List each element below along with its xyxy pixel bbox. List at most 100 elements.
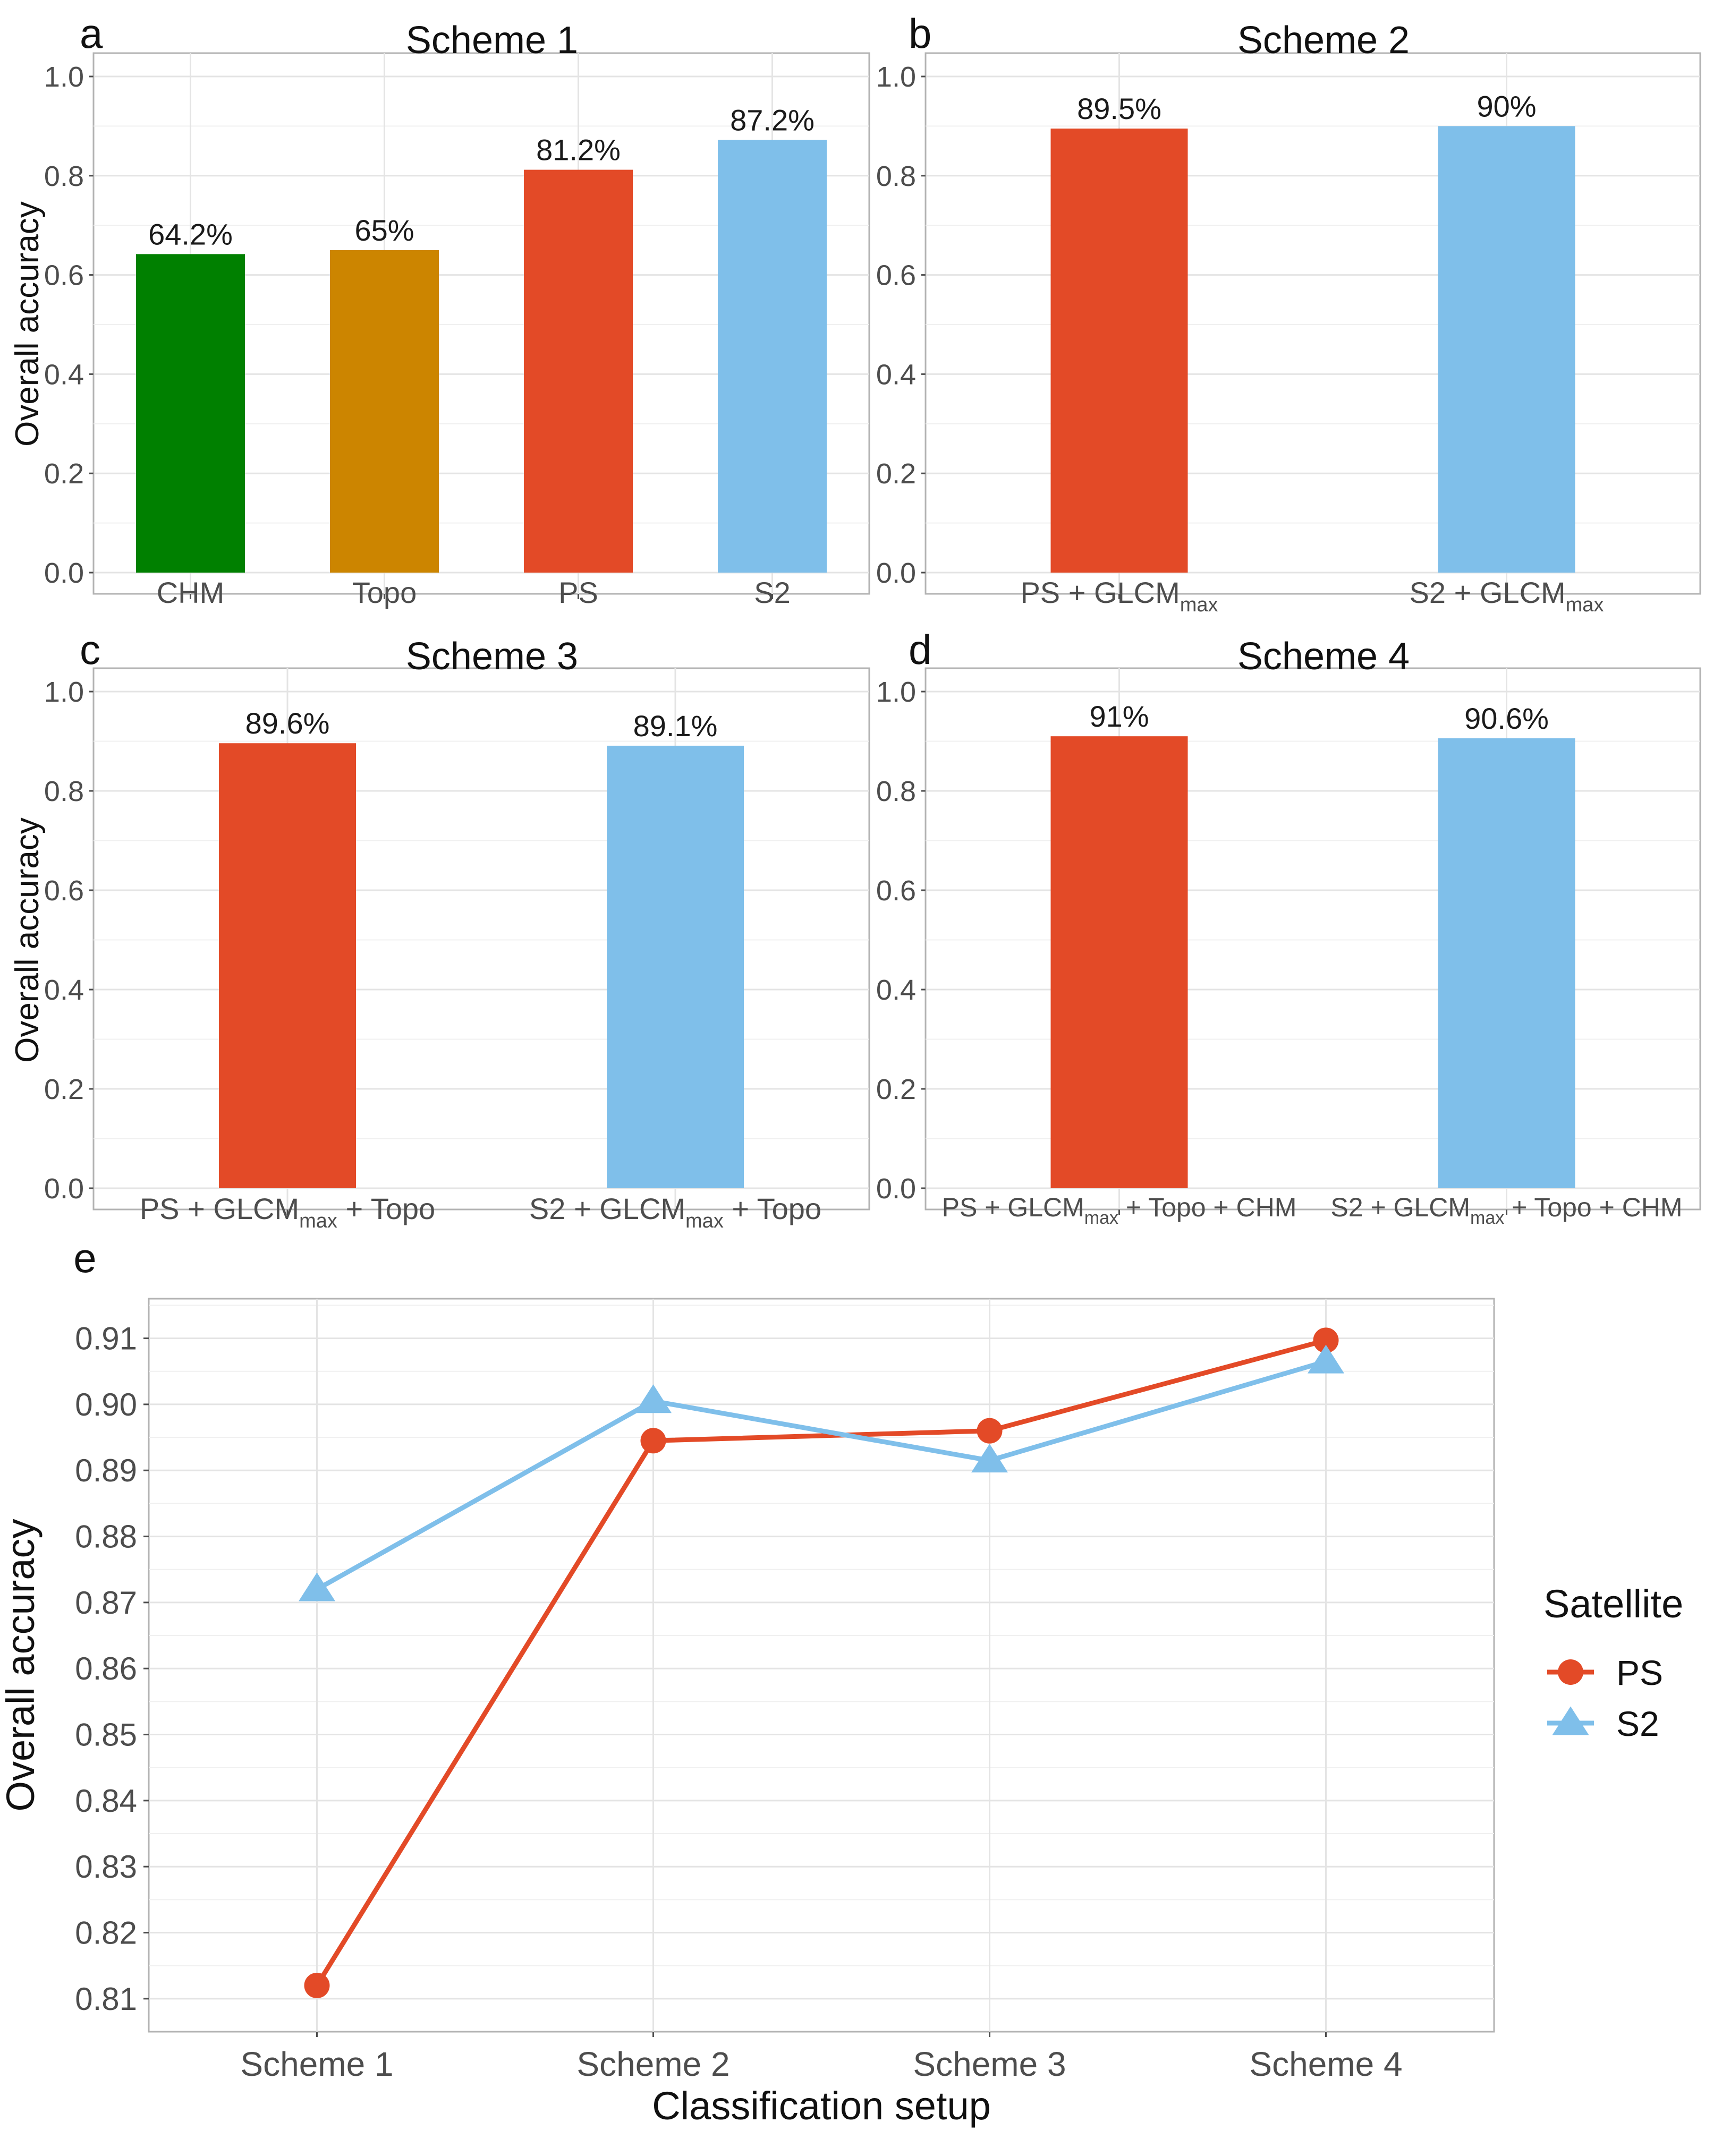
y-tick-label: 0.4 bbox=[876, 974, 916, 1006]
panel-title: Scheme 1 bbox=[406, 19, 578, 62]
y-tick-label: 0.2 bbox=[44, 458, 84, 490]
bar-b-2 bbox=[1438, 126, 1575, 573]
data-point-ps-1 bbox=[304, 1972, 330, 1998]
y-tick-label: 0.85 bbox=[75, 1717, 137, 1753]
y-tick-label: 0.2 bbox=[876, 1073, 916, 1105]
panel-letter: e bbox=[73, 1234, 96, 1281]
y-tick-label: 0.90 bbox=[75, 1387, 137, 1422]
x-tick-label: S2 bbox=[754, 576, 791, 609]
bar-a-3 bbox=[524, 169, 633, 573]
legend-key-marker-ps bbox=[1558, 1659, 1583, 1685]
y-tick-label: 0.81 bbox=[75, 1981, 137, 2017]
bar-value-label: 89.6% bbox=[245, 706, 330, 740]
category-text-part: S2 + GLCM bbox=[1330, 1192, 1470, 1222]
bar-c-2 bbox=[607, 745, 744, 1188]
plot-panel-border bbox=[924, 667, 1701, 1211]
y-tick-label: 0.91 bbox=[75, 1321, 137, 1357]
y-tick-label: 1.0 bbox=[876, 676, 916, 708]
y-tick-label: 0.89 bbox=[75, 1453, 137, 1488]
category-subscript: max bbox=[299, 1210, 337, 1232]
series-line-ps bbox=[315, 1337, 1327, 1987]
bar-a-4 bbox=[718, 140, 827, 573]
line-panel-e: 0.81 0.82 0.83 0.84 0.85 0.86 0.87 0.88 0.89 0.90… bbox=[0, 1234, 1683, 2128]
category-subscript: max bbox=[1470, 1208, 1504, 1228]
y-tick-label: 0.86 bbox=[75, 1651, 137, 1686]
bar-d-1 bbox=[1050, 736, 1188, 1188]
category-text-part: + Topo bbox=[724, 1192, 821, 1225]
x-axis-title: Classification setup bbox=[652, 2084, 991, 2128]
y-tick-label: 1.0 bbox=[44, 676, 84, 708]
bar-value-label: 90.6% bbox=[1464, 702, 1549, 735]
y-tick-label: 0.0 bbox=[876, 557, 916, 589]
y-tick-label: 0.84 bbox=[75, 1783, 137, 1819]
bar-value-label: 87.2% bbox=[730, 104, 815, 137]
plot-panel-border bbox=[148, 1298, 1495, 2033]
category-text-part: + Topo + CHM bbox=[1118, 1192, 1296, 1222]
x-tick-label: Scheme 3 bbox=[913, 2045, 1066, 2083]
x-tick-label: S2 + GLCMmax + Topo + CHM bbox=[1330, 1192, 1682, 1228]
x-tick-label: PS + GLCMmax + Topo bbox=[140, 1192, 435, 1232]
bar-value-label: 64.2% bbox=[148, 217, 233, 251]
category-subscript: max bbox=[685, 1210, 724, 1232]
category-text-part: S2 + GLCM bbox=[1410, 576, 1566, 609]
plot-panel-border bbox=[92, 667, 870, 1211]
x-tick-label: CHM bbox=[157, 576, 225, 609]
x-tick-label: S2 + GLCMmax + Topo bbox=[529, 1192, 821, 1232]
series-line-s2 bbox=[316, 1359, 1327, 1591]
category-text-part: PS + GLCM bbox=[1020, 576, 1180, 609]
y-tick-label: 1.0 bbox=[876, 61, 916, 93]
y-tick-label: 0.2 bbox=[876, 458, 916, 490]
category-text-part: S2 + GLCM bbox=[529, 1192, 685, 1225]
y-tick-label: 0.0 bbox=[44, 557, 84, 589]
y-tick-label: 0.2 bbox=[44, 1073, 84, 1105]
bar-value-label: 65% bbox=[354, 214, 414, 247]
bar-panel-c: 0.0 0.2 0.4 0.6 0.8 1.0 89.6% 89.1% Scheme 3 c Ove… bbox=[9, 626, 870, 1215]
bar-value-label: 89.5% bbox=[1077, 92, 1161, 125]
data-point-ps-4 bbox=[1313, 1327, 1339, 1353]
y-tick-label: 0.83 bbox=[75, 1849, 137, 1885]
y-tick-label: 0.6 bbox=[876, 875, 916, 907]
bar-a-2 bbox=[330, 250, 439, 573]
x-tick-label: S2 + GLCMmax bbox=[1410, 576, 1604, 616]
bar-panel-b: 0.0 0.2 0.4 0.6 0.8 1.0 89.5% 90% Scheme 2 b bbox=[876, 10, 1701, 599]
y-tick-label: 0.8 bbox=[44, 160, 84, 192]
y-tick-label: 0.6 bbox=[876, 260, 916, 292]
y-axis-title: Overall accuracy bbox=[9, 817, 46, 1063]
x-tick-label: PS + GLCMmax + Topo + CHM bbox=[942, 1192, 1297, 1228]
category-text-part: + Topo + CHM bbox=[1504, 1192, 1682, 1222]
bar-a-1 bbox=[136, 254, 245, 573]
bar-value-label: 81.2% bbox=[536, 133, 621, 167]
category-text-part: PS + GLCM bbox=[942, 1192, 1084, 1222]
bar-value-label: 89.1% bbox=[633, 709, 718, 743]
y-tick-label: 0.8 bbox=[876, 776, 916, 807]
plot-panel-border bbox=[924, 52, 1701, 595]
x-tick-label: Scheme 4 bbox=[1249, 2045, 1402, 2083]
panel-title: Scheme 2 bbox=[1237, 19, 1410, 62]
y-tick-label: 1.0 bbox=[44, 61, 84, 93]
legend-key-marker-s2 bbox=[1552, 1706, 1589, 1735]
category-text-part: PS + GLCM bbox=[140, 1192, 299, 1225]
category-subscript: max bbox=[1084, 1208, 1118, 1228]
panel-letter: a bbox=[80, 10, 103, 57]
x-tick-label: Scheme 1 bbox=[240, 2045, 393, 2083]
data-point-s2-1 bbox=[299, 1572, 335, 1601]
category-subscript: max bbox=[1180, 594, 1218, 616]
category-text-part: + Topo bbox=[337, 1192, 435, 1225]
y-tick-label: 0.82 bbox=[75, 1915, 137, 1951]
panel-letter: c bbox=[80, 626, 100, 673]
y-tick-label: 0.4 bbox=[44, 359, 84, 390]
bar-value-label: 90% bbox=[1477, 89, 1536, 123]
y-tick-label: 0.87 bbox=[75, 1585, 137, 1621]
x-tick-label: PS bbox=[558, 576, 598, 609]
category-text-part: S2 bbox=[754, 576, 791, 609]
bar-c-1 bbox=[219, 743, 356, 1188]
category-text-part: CHM bbox=[157, 576, 225, 609]
bar-value-label: 91% bbox=[1089, 700, 1149, 733]
legend-label-s2: S2 bbox=[1616, 1704, 1659, 1743]
category-text-part: Topo bbox=[352, 576, 417, 609]
data-point-s2-2 bbox=[635, 1384, 672, 1413]
bar-d-2 bbox=[1438, 738, 1575, 1188]
y-tick-label: 0.0 bbox=[44, 1173, 84, 1205]
category-text-part: PS bbox=[558, 576, 598, 609]
